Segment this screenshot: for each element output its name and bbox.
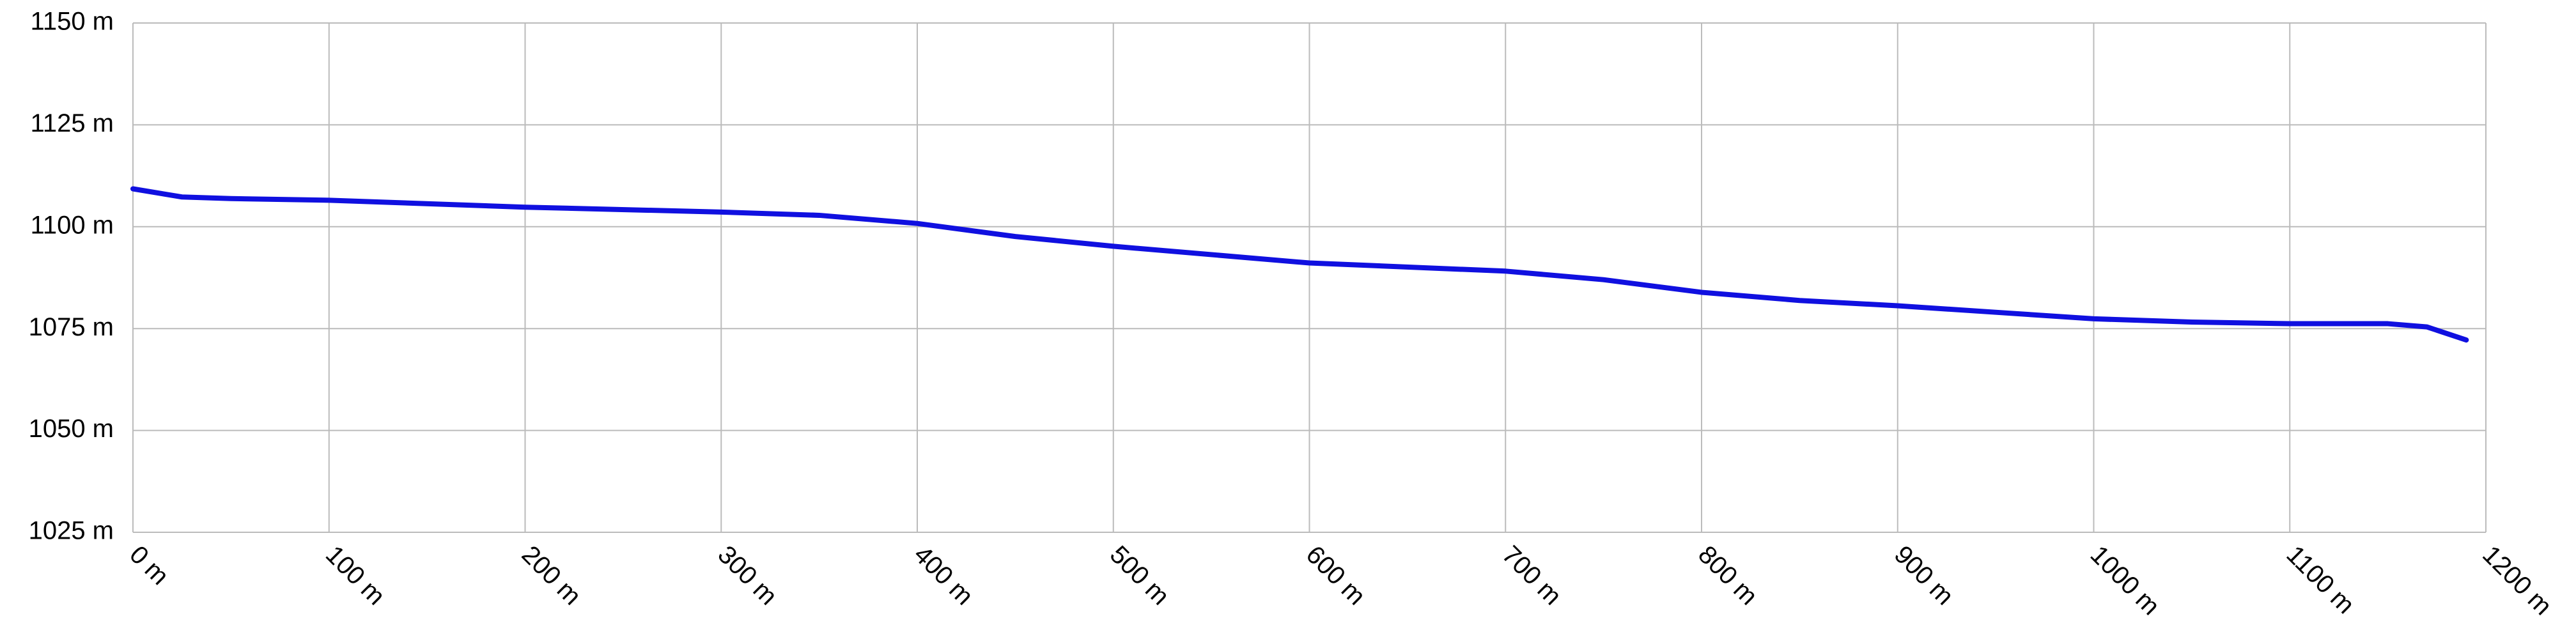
x-tick-label: 1000 m — [2085, 541, 2165, 620]
y-tick-label: 1025 m — [29, 517, 114, 545]
y-tick-label: 1125 m — [31, 109, 114, 137]
x-tick-label: 200 m — [516, 541, 587, 611]
y-tick-label: 1150 m — [31, 8, 114, 36]
elevation-line — [130, 186, 2469, 343]
x-tick-label: 1100 m — [2281, 541, 2359, 619]
x-tick-label: 800 m — [1693, 541, 1763, 611]
y-tick-label: 1075 m — [29, 313, 114, 341]
y-tick-label: 1050 m — [29, 415, 114, 443]
x-tick-label: 900 m — [1889, 541, 1959, 611]
x-tick-label: 100 m — [320, 541, 391, 611]
x-tick-label: 500 m — [1105, 541, 1175, 611]
x-tick-label: 300 m — [712, 541, 782, 611]
x-tick-label: 600 m — [1301, 541, 1371, 611]
y-tick-label: 1100 m — [31, 211, 114, 239]
x-tick-label: 1200 m — [2477, 541, 2557, 620]
x-tick-label: 0 m — [124, 541, 174, 590]
x-tick-label: 400 m — [908, 541, 979, 611]
x-tick-label: 700 m — [1496, 541, 1567, 611]
